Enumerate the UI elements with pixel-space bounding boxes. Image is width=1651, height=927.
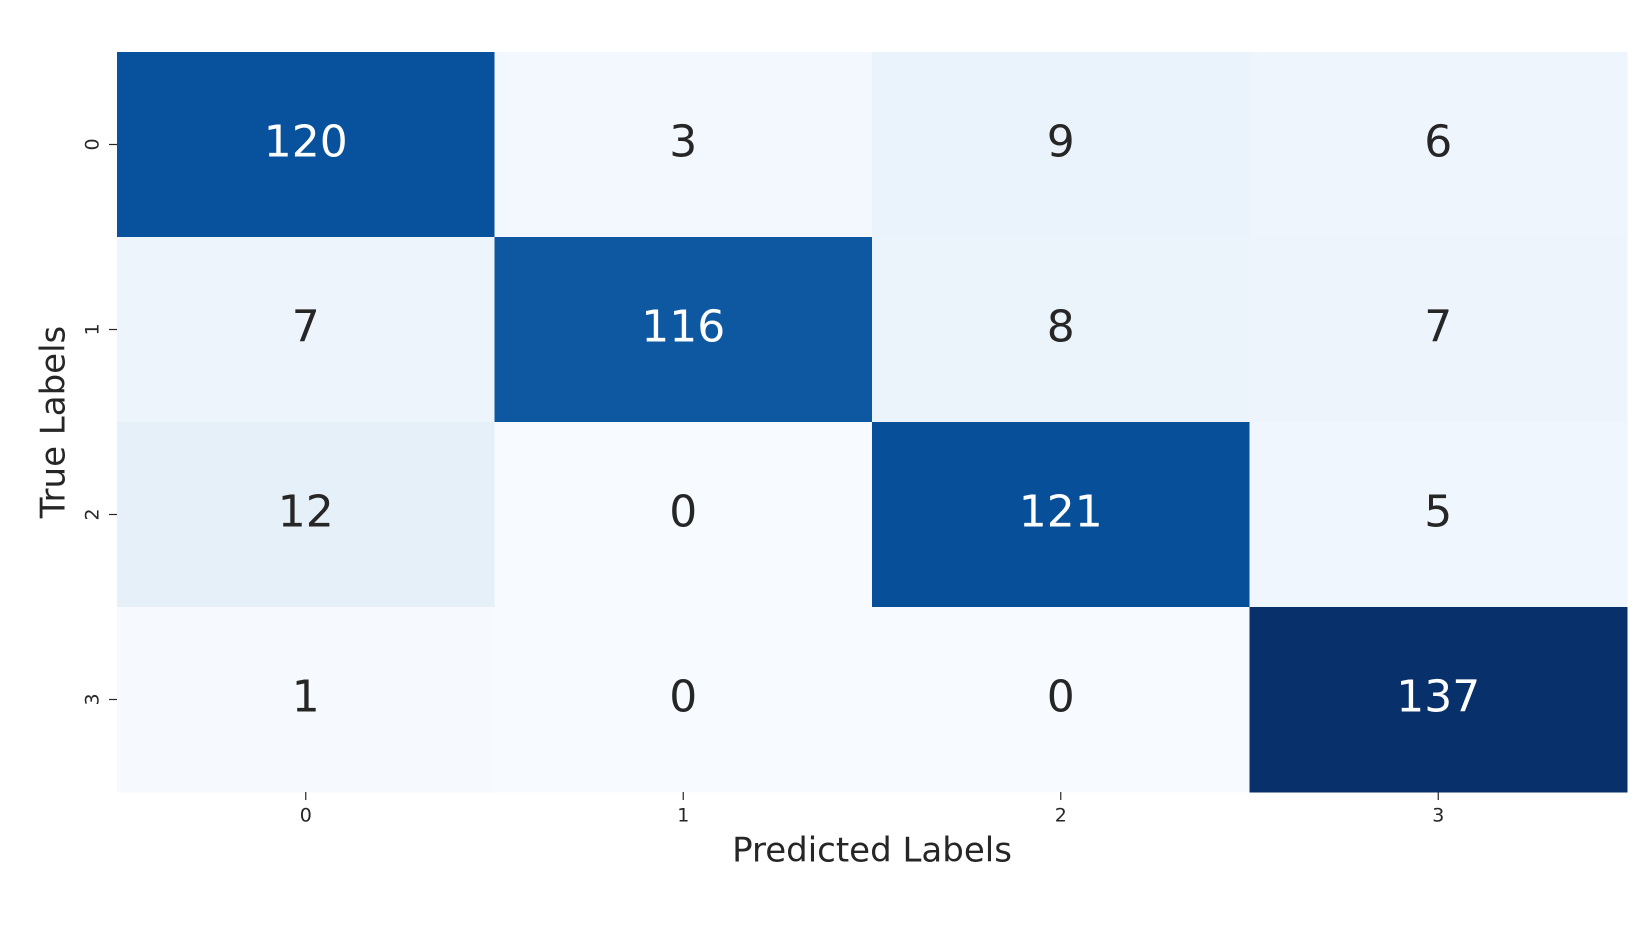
cell-value: 5 [1424,487,1452,538]
cell-value: 9 [1047,117,1075,168]
heatmap-cell [1249,607,1628,793]
heatmap-cell [494,422,873,608]
heatmap-cell [494,52,873,238]
heatmap-cell [1249,52,1628,238]
heatmap-cell [872,52,1250,238]
heatmap-cell [117,52,495,238]
cell-value: 121 [1019,487,1103,538]
heatmap-cell [494,607,873,793]
cell-value: 137 [1396,672,1480,723]
heatmap-cell [872,422,1250,608]
heatmap-cell [872,237,1250,423]
cell-value: 3 [669,117,697,168]
cell-value: 7 [1424,302,1452,353]
heatmap-cell [117,422,495,608]
heatmap-cell [494,237,873,423]
cell-value: 1 [292,672,320,723]
cell-value: 8 [1047,302,1075,353]
heatmap-cell [1249,237,1628,423]
y-tick-label: 3 [82,693,104,705]
cell-value: 12 [278,487,334,538]
cell-value: 0 [1047,672,1075,723]
x-tick-label: 2 [1055,805,1067,827]
heatmap-cell [117,607,495,793]
cell-value: 0 [669,487,697,538]
y-tick-label: 2 [82,508,104,520]
heatmap-cell [872,607,1250,793]
x-tick-label: 0 [300,805,312,827]
cell-value: 120 [264,117,348,168]
y-tick-label: 1 [82,323,104,335]
x-axis-label: Predicted Labels [732,831,1012,871]
cell-value: 6 [1424,117,1452,168]
x-tick-label: 1 [677,805,689,827]
cell-value: 116 [641,302,725,353]
heatmap-cell [117,237,495,423]
cell-value: 0 [669,672,697,723]
y-axis-label: True Labels [34,326,74,519]
heatmap-cell [1249,422,1628,608]
x-tick-label: 3 [1432,805,1444,827]
cell-value: 7 [292,302,320,353]
y-tick-label: 0 [82,138,104,150]
